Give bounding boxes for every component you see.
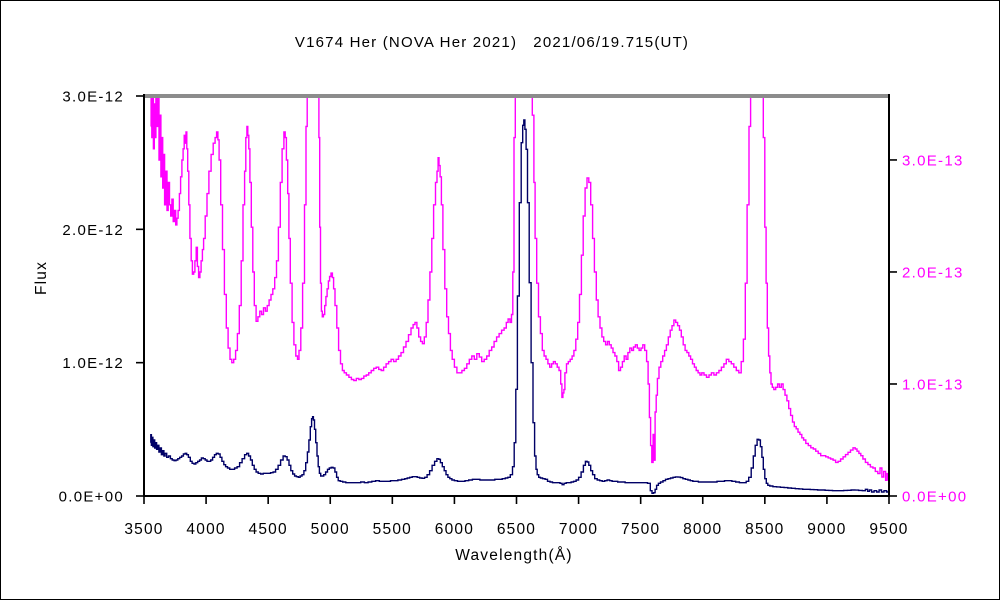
x-axis-tick-label: 8000	[683, 521, 722, 538]
left-axis-tick-label: 0.0E+00	[59, 489, 124, 506]
x-axis-tick-label: 9500	[869, 521, 908, 538]
right-axis-tick-label: 1.0E-13	[902, 376, 964, 393]
flux-axis-label: Flux	[33, 261, 50, 295]
x-axis-tick-label: 5500	[373, 521, 412, 538]
right-axis-tick-label: 2.0E-13	[902, 264, 964, 281]
left-axis-tick-label: 2.0E-12	[62, 222, 124, 239]
x-axis-tick-label: 7000	[559, 521, 598, 538]
x-axis-tick-label: 6500	[497, 521, 536, 538]
right-axis-tick-label: 3.0E-13	[902, 152, 964, 169]
left-axis-tick-label: 3.0E-12	[62, 89, 124, 106]
x-axis-tick-label: 4000	[186, 521, 225, 538]
wavelength-axis-label: Wavelength(Å)	[455, 547, 573, 564]
x-axis-tick-label: 9000	[807, 521, 846, 538]
x-axis-tick-label: 8500	[745, 521, 784, 538]
x-axis-tick-label: 6000	[435, 521, 474, 538]
x-axis-tick-label: 5000	[311, 521, 350, 538]
x-axis-tick-label: 4500	[249, 521, 288, 538]
chart-title: V1674 Her (NOVA Her 2021) 2021/06/19.715…	[294, 34, 690, 51]
x-axis-tick-label: 7500	[621, 521, 660, 538]
x-axis-tick-label: 3500	[124, 521, 163, 538]
spectrum-left-scale-navy-path	[150, 119, 888, 494]
left-axis-tick-label: 1.0E-12	[62, 355, 124, 372]
right-axis-tick-label: 0.0E+00	[902, 489, 967, 506]
spectrum-right-scale-magenta-path	[150, 98, 888, 481]
